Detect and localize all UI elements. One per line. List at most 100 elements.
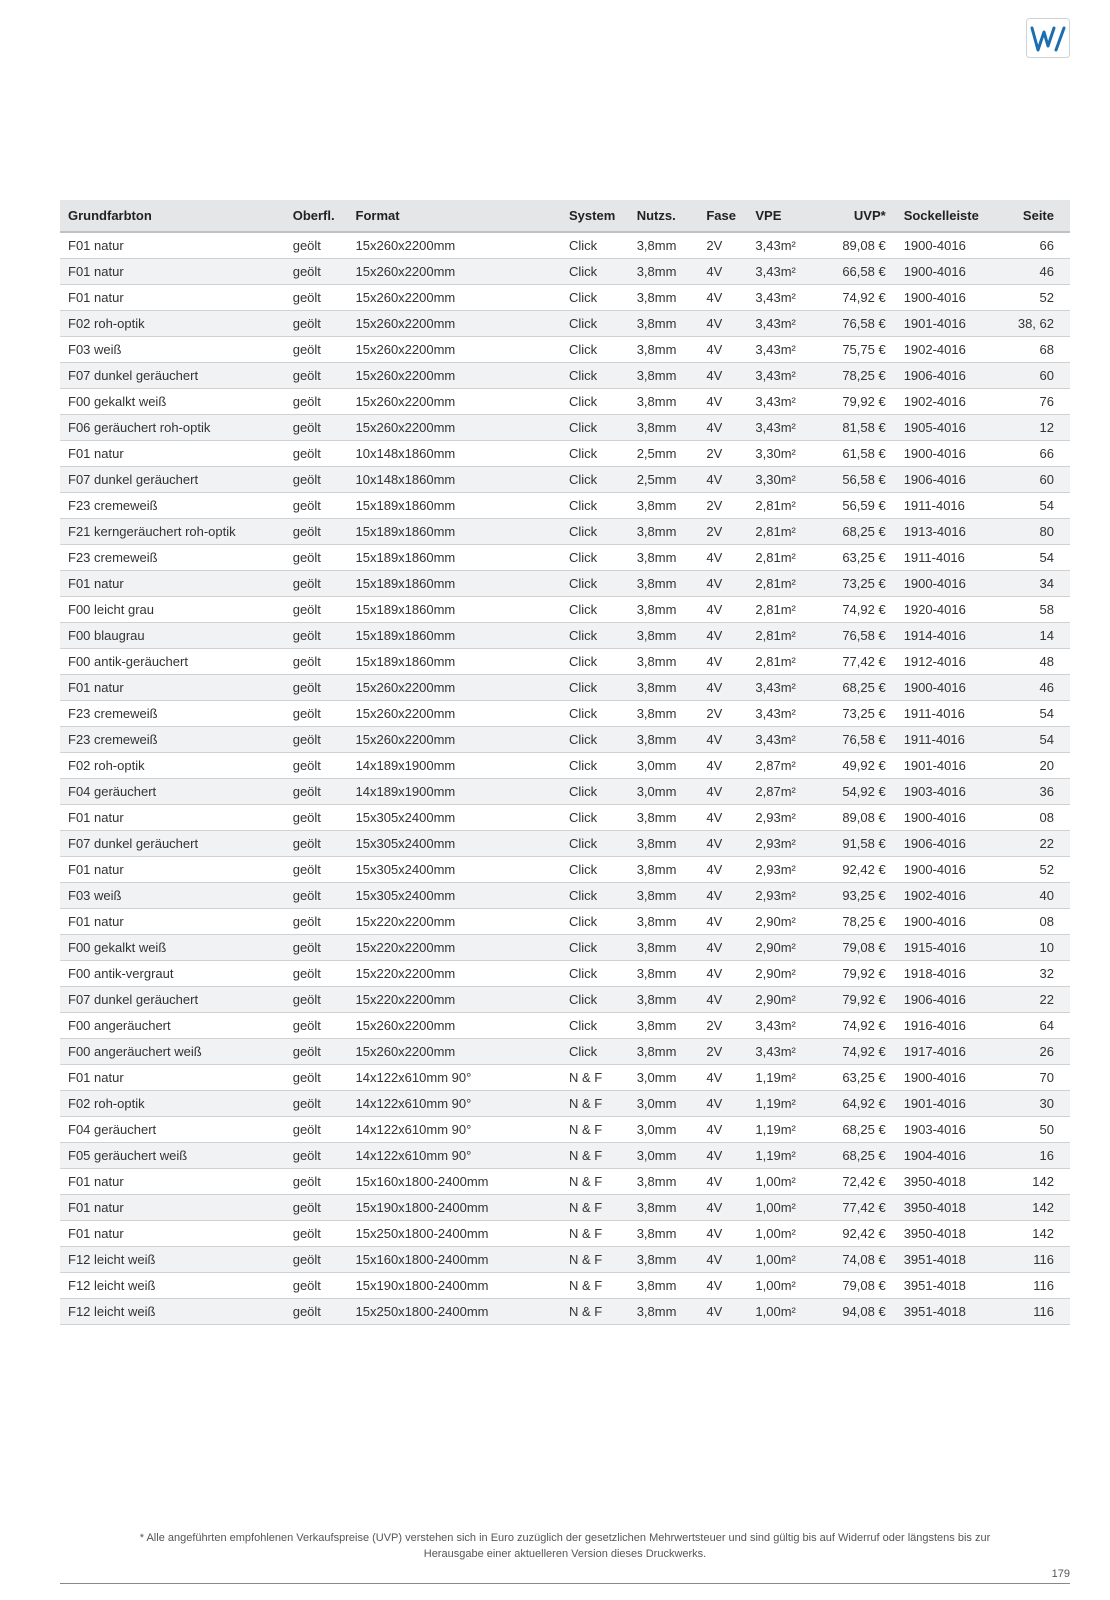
cell-grundfarbton: F01 natur xyxy=(60,571,285,597)
cell-uvp: 54,92 € xyxy=(817,779,896,805)
cell-oberfl: geölt xyxy=(285,961,348,987)
cell-uvp: 61,58 € xyxy=(817,441,896,467)
cell-uvp: 66,58 € xyxy=(817,259,896,285)
table-row: F21 kerngeräuchert roh-optikgeölt15x189x… xyxy=(60,519,1070,545)
cell-format: 15x189x1860mm xyxy=(348,571,561,597)
cell-vpe: 1,00m² xyxy=(747,1299,817,1325)
cell-vpe: 1,00m² xyxy=(747,1221,817,1247)
cell-uvp: 81,58 € xyxy=(817,415,896,441)
cell-system: Click xyxy=(561,363,629,389)
footnote-line1: * Alle angeführten empfohlenen Verkaufsp… xyxy=(140,1532,991,1544)
cell-nutzs: 3,8mm xyxy=(629,232,699,259)
cell-format: 15x160x1800-2400mm xyxy=(348,1247,561,1273)
cell-vpe: 1,00m² xyxy=(747,1169,817,1195)
cell-seite: 116 xyxy=(1008,1273,1070,1299)
cell-vpe: 2,81m² xyxy=(747,649,817,675)
cell-vpe: 3,43m² xyxy=(747,701,817,727)
cell-uvp: 75,75 € xyxy=(817,337,896,363)
cell-oberfl: geölt xyxy=(285,909,348,935)
cell-grundfarbton: F01 natur xyxy=(60,1169,285,1195)
cell-sockel: 3951-4018 xyxy=(896,1247,1008,1273)
cell-sockel: 1906-4016 xyxy=(896,987,1008,1013)
cell-seite: 32 xyxy=(1008,961,1070,987)
cell-uvp: 89,08 € xyxy=(817,805,896,831)
cell-oberfl: geölt xyxy=(285,571,348,597)
cell-vpe: 2,81m² xyxy=(747,493,817,519)
cell-nutzs: 3,8mm xyxy=(629,519,699,545)
cell-vpe: 3,30m² xyxy=(747,467,817,493)
footnote: * Alle angeführten empfohlenen Verkaufsp… xyxy=(60,1531,1070,1562)
cell-sockel: 1900-4016 xyxy=(896,857,1008,883)
cell-seite: 38, 62 xyxy=(1008,311,1070,337)
cell-oberfl: geölt xyxy=(285,1195,348,1221)
cell-nutzs: 3,0mm xyxy=(629,1143,699,1169)
cell-seite: 66 xyxy=(1008,441,1070,467)
cell-fase: 2V xyxy=(698,1013,747,1039)
cell-seite: 08 xyxy=(1008,909,1070,935)
cell-uvp: 68,25 € xyxy=(817,519,896,545)
cell-nutzs: 2,5mm xyxy=(629,467,699,493)
table-row: F00 blaugraugeölt15x189x1860mmClick3,8mm… xyxy=(60,623,1070,649)
cell-fase: 4V xyxy=(698,1221,747,1247)
cell-grundfarbton: F23 cremeweiß xyxy=(60,493,285,519)
cell-grundfarbton: F00 blaugrau xyxy=(60,623,285,649)
cell-vpe: 1,19m² xyxy=(747,1065,817,1091)
cell-nutzs: 3,8mm xyxy=(629,883,699,909)
cell-nutzs: 3,8mm xyxy=(629,727,699,753)
table-row: F23 cremeweißgeölt15x189x1860mmClick3,8m… xyxy=(60,545,1070,571)
cell-uvp: 63,25 € xyxy=(817,545,896,571)
cell-sockel: 1906-4016 xyxy=(896,467,1008,493)
cell-nutzs: 3,0mm xyxy=(629,1091,699,1117)
cell-oberfl: geölt xyxy=(285,1169,348,1195)
cell-uvp: 73,25 € xyxy=(817,571,896,597)
cell-oberfl: geölt xyxy=(285,597,348,623)
cell-format: 15x189x1860mm xyxy=(348,493,561,519)
cell-vpe: 2,90m² xyxy=(747,935,817,961)
cell-seite: 54 xyxy=(1008,493,1070,519)
cell-sockel: 1902-4016 xyxy=(896,389,1008,415)
cell-oberfl: geölt xyxy=(285,675,348,701)
cell-grundfarbton: F01 natur xyxy=(60,441,285,467)
cell-uvp: 68,25 € xyxy=(817,1117,896,1143)
cell-grundfarbton: F12 leicht weiß xyxy=(60,1299,285,1325)
cell-system: Click xyxy=(561,753,629,779)
cell-seite: 46 xyxy=(1008,675,1070,701)
cell-vpe: 2,81m² xyxy=(747,571,817,597)
cell-format: 15x189x1860mm xyxy=(348,597,561,623)
cell-uvp: 79,08 € xyxy=(817,935,896,961)
cell-nutzs: 3,8mm xyxy=(629,909,699,935)
cell-uvp: 78,25 € xyxy=(817,363,896,389)
cell-seite: 54 xyxy=(1008,701,1070,727)
cell-system: Click xyxy=(561,675,629,701)
cell-fase: 4V xyxy=(698,259,747,285)
cell-oberfl: geölt xyxy=(285,1273,348,1299)
table-row: F03 weißgeölt15x305x2400mmClick3,8mm4V2,… xyxy=(60,883,1070,909)
cell-oberfl: geölt xyxy=(285,623,348,649)
cell-seite: 36 xyxy=(1008,779,1070,805)
cell-format: 15x250x1800-2400mm xyxy=(348,1221,561,1247)
cell-oberfl: geölt xyxy=(285,493,348,519)
cell-sockel: 1902-4016 xyxy=(896,337,1008,363)
cell-vpe: 2,90m² xyxy=(747,987,817,1013)
cell-nutzs: 3,0mm xyxy=(629,779,699,805)
cell-uvp: 64,92 € xyxy=(817,1091,896,1117)
cell-system: Click xyxy=(561,883,629,909)
cell-sockel: 1900-4016 xyxy=(896,441,1008,467)
col-grundfarbton: Grundfarbton xyxy=(60,200,285,232)
cell-format: 15x250x1800-2400mm xyxy=(348,1299,561,1325)
table-row: F01 naturgeölt14x122x610mm 90°N & F3,0mm… xyxy=(60,1065,1070,1091)
table-row: F23 cremeweißgeölt15x189x1860mmClick3,8m… xyxy=(60,493,1070,519)
brand-logo xyxy=(1026,18,1070,58)
cell-format: 14x122x610mm 90° xyxy=(348,1117,561,1143)
cell-system: Click xyxy=(561,987,629,1013)
cell-fase: 4V xyxy=(698,311,747,337)
cell-format: 15x160x1800-2400mm xyxy=(348,1169,561,1195)
cell-grundfarbton: F07 dunkel geräuchert xyxy=(60,987,285,1013)
cell-format: 15x220x2200mm xyxy=(348,935,561,961)
cell-seite: 54 xyxy=(1008,545,1070,571)
cell-system: N & F xyxy=(561,1221,629,1247)
cell-uvp: 92,42 € xyxy=(817,857,896,883)
cell-nutzs: 3,8mm xyxy=(629,493,699,519)
cell-fase: 4V xyxy=(698,753,747,779)
cell-nutzs: 3,8mm xyxy=(629,935,699,961)
